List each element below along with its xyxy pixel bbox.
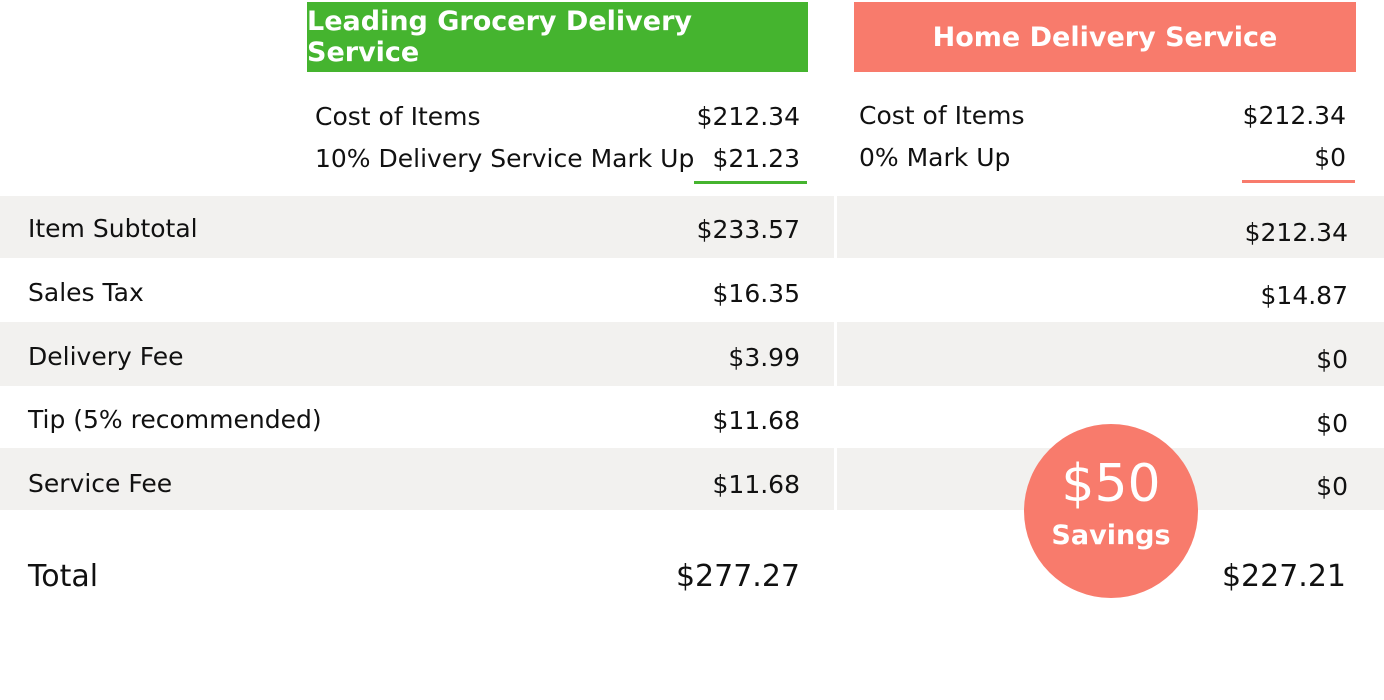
leading-cost-value: $212.34: [696, 102, 800, 131]
total-leading-value: $277.27: [675, 559, 800, 594]
row-home-item-subtotal: $212.34: [1244, 218, 1348, 247]
savings-badge: $50 Savings: [1024, 424, 1198, 598]
home-markup-value: $0: [1314, 143, 1346, 172]
row-home-sales-tax: $14.87: [1260, 281, 1348, 310]
row-leading-delivery-fee: $3.99: [728, 343, 800, 372]
savings-amount: $50: [1061, 454, 1161, 514]
column-divider: [834, 196, 837, 258]
row-home-service-fee: $0: [1316, 472, 1348, 501]
home-cost-label: Cost of Items: [859, 101, 1025, 130]
row-label-service-fee: Service Fee: [28, 469, 173, 498]
row-leading-tip: $11.68: [712, 406, 800, 435]
row-band-delivery-fee: [0, 322, 1384, 386]
leading-service-title: Leading Grocery Delivery Service: [307, 6, 692, 68]
total-label: Total: [28, 559, 99, 594]
row-home-tip: $0: [1316, 409, 1348, 438]
leading-markup-value: $21.23: [712, 144, 800, 173]
leading-cost-label: Cost of Items: [315, 102, 481, 131]
home-markup-label: 0% Mark Up: [859, 143, 1011, 172]
leading-markup-label: 10% Delivery Service Mark Up: [315, 144, 695, 173]
row-label-tip: Tip (5% recommended): [28, 405, 322, 434]
leading-markup-underline: [694, 181, 807, 184]
home-cost-value: $212.34: [1242, 101, 1346, 130]
row-label-sales-tax: Sales Tax: [28, 278, 144, 307]
row-band-item-subtotal: [0, 196, 1384, 258]
home-service-title: Home Delivery Service: [932, 21, 1278, 53]
row-label-delivery-fee: Delivery Fee: [28, 342, 184, 371]
leading-service-header: Leading Grocery Delivery Service: [307, 2, 808, 72]
row-leading-service-fee: $11.68: [712, 470, 800, 499]
column-divider: [834, 322, 837, 386]
column-divider: [834, 448, 837, 510]
savings-label: Savings: [1051, 520, 1171, 551]
row-leading-item-subtotal: $233.57: [696, 215, 800, 244]
home-markup-underline: [1242, 180, 1355, 183]
row-label-item-subtotal: Item Subtotal: [28, 214, 198, 243]
total-home-value: $227.21: [1221, 559, 1346, 594]
row-home-delivery-fee: $0: [1316, 345, 1348, 374]
row-leading-sales-tax: $16.35: [712, 279, 800, 308]
home-service-header: Home Delivery Service: [854, 2, 1356, 72]
